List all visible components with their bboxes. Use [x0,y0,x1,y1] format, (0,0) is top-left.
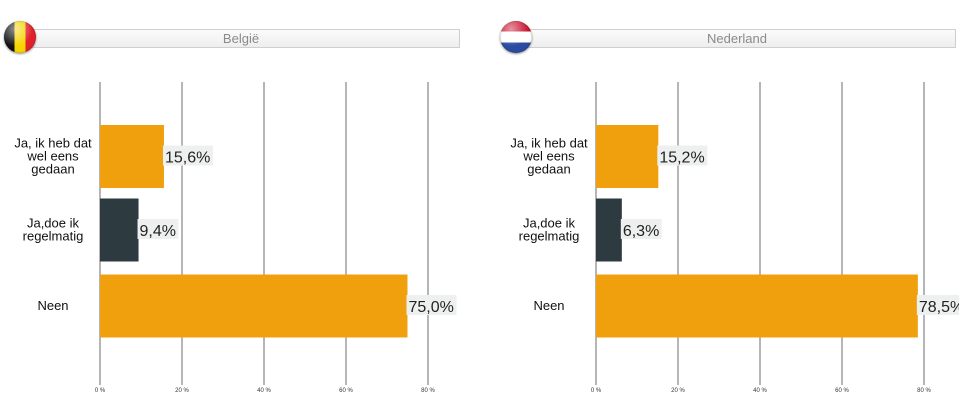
data-label-background [916,295,959,315]
x-tick-label: 40 % [753,388,767,394]
chart-title-netherlands: Nederland [518,29,956,48]
category-label: Ja,doe ik [27,216,80,231]
category-label: regelmatig [23,229,84,244]
category-label: regelmatig [519,229,580,244]
data-label-background [620,219,662,239]
data-label-background [657,145,708,166]
x-tick-label: 20 % [175,388,189,394]
category-label: Neen [533,298,564,313]
data-label: 6,3% [623,223,659,240]
category-label: wel eens [522,149,575,164]
x-tick-label: 0 % [95,388,106,394]
data-label-background [406,295,457,315]
x-tick-label: 40 % [257,388,271,394]
bar [596,125,659,188]
chart-panel-netherlands: Nederland 0 % 20 % 40 % 60 % 80 % 15,2% Ja, ik… [496,0,959,409]
x-tick-label: 60 % [339,388,353,394]
data-label: 78,5% [919,299,959,316]
bar [596,198,622,262]
category-label: Ja, ik heb dat [14,136,92,151]
category-label: Ja, ik heb dat [510,136,588,151]
bar [100,274,408,338]
bar [100,198,139,262]
bar [596,274,918,338]
chart-title-belgium: België [22,29,460,48]
category-label: wel eens [26,149,79,164]
category-label: Ja,doe ik [523,216,576,231]
x-tick-label: 80 % [917,388,931,394]
x-tick-label: 60 % [835,388,849,394]
x-tick-label: 80 % [421,388,435,394]
category-label: Neen [37,298,68,313]
x-tick-label: 20 % [671,388,685,394]
category-label: gedaan [527,162,570,177]
data-label: 9,4% [140,223,176,240]
x-tick-label: 0 % [591,388,602,394]
bar-chart-netherlands: 0 % 20 % 40 % 60 % 80 % 15,2% Ja, ik heb datwe… [510,82,959,394]
belgium-flag-icon [4,21,36,53]
chart-panel-belgium: België 0 % 20 % 40 % 60 % 80 % 15,6% Ja, ik he… [0,0,470,409]
netherlands-flag-icon [500,21,532,53]
data-label: 15,6% [165,150,210,167]
category-label: gedaan [31,162,74,177]
data-label-background [162,145,213,166]
data-label: 75,0% [409,299,454,316]
bar [100,125,164,188]
data-label-background [137,219,179,239]
bar-chart-belgium: 0 % 20 % 40 % 60 % 80 % 15,6% Ja, ik heb datwe… [14,82,457,394]
data-label: 15,2% [659,150,704,167]
